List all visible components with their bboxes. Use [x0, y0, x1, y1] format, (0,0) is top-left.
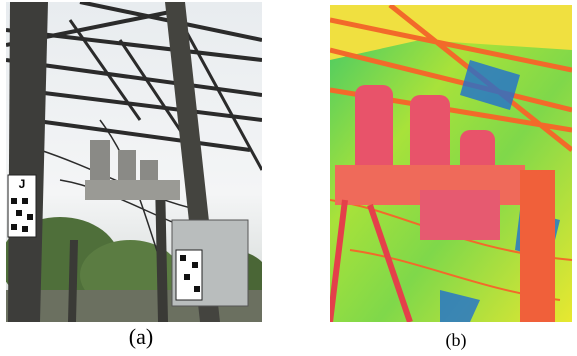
caption: (b) — [446, 330, 467, 351]
page: J (a) (b) (() => { const data = JSON.par… — [0, 0, 577, 356]
sign-label: J — [19, 177, 26, 191]
figure: J (a) (b) — [0, 0, 577, 356]
caption: (a) — [129, 324, 153, 349]
photo-a: J — [0, 2, 270, 322]
photo-b — [330, 5, 572, 322]
